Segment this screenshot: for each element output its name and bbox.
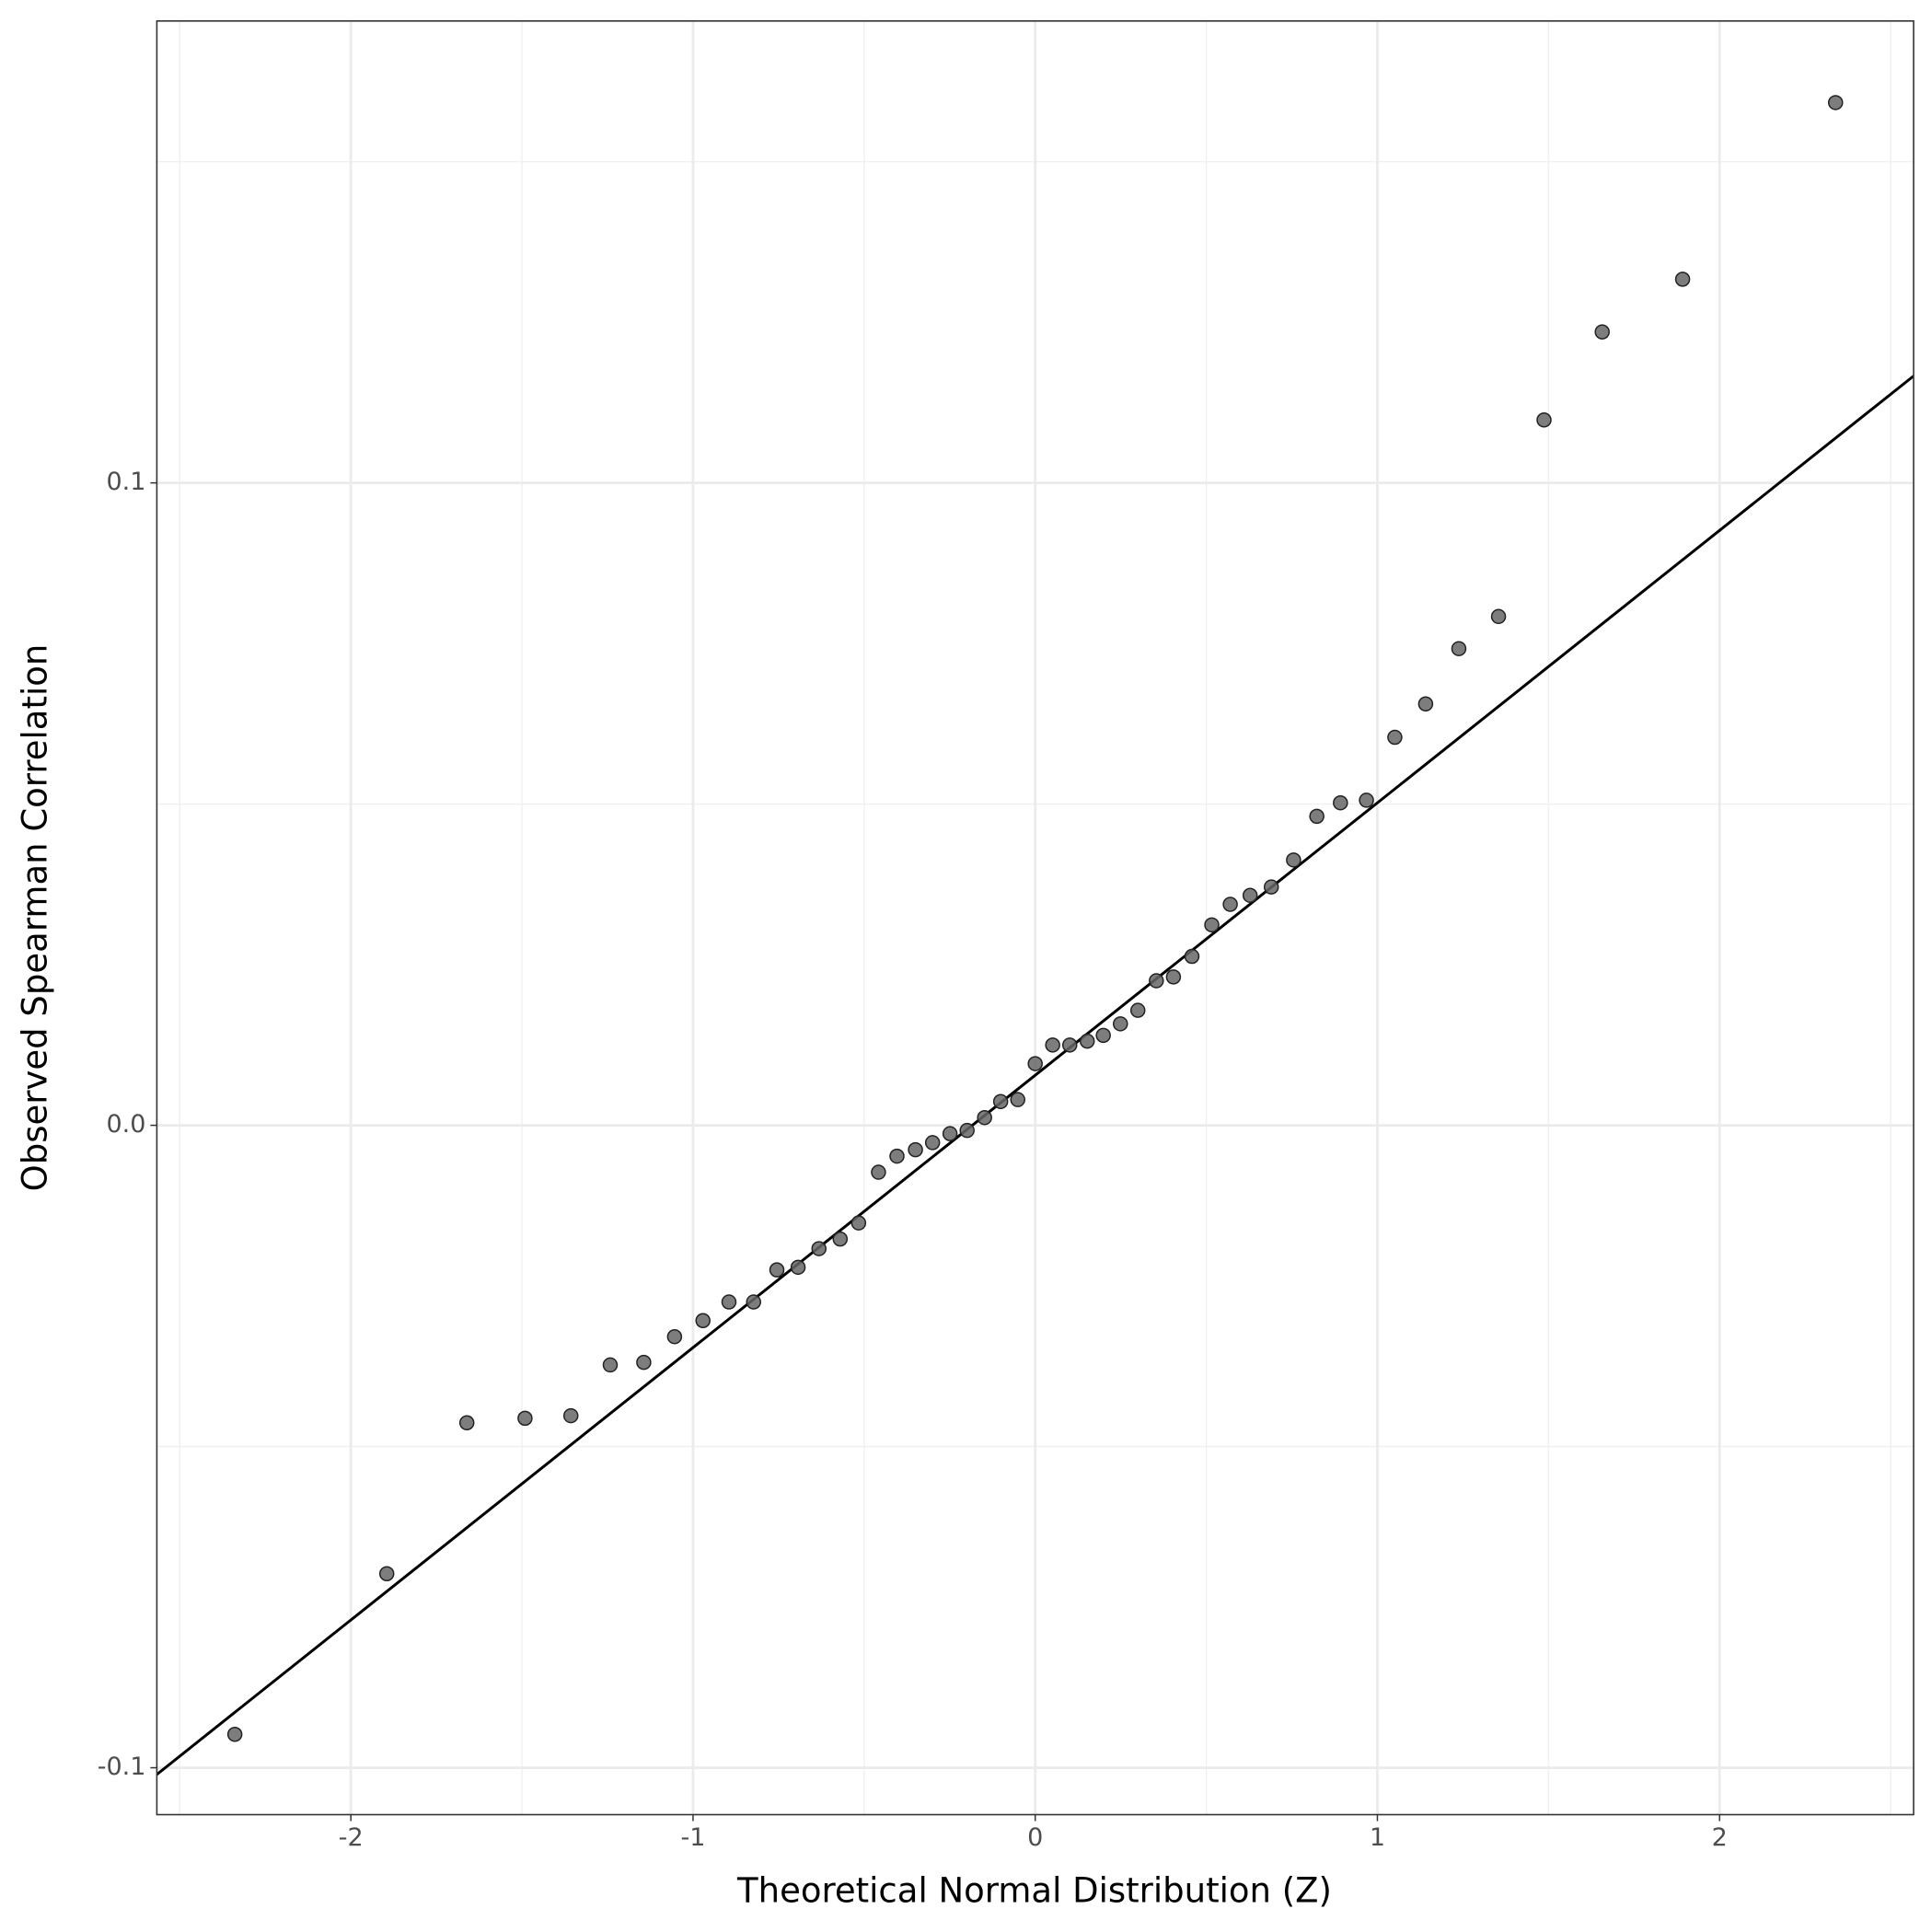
- point: [1149, 973, 1164, 989]
- point: [924, 1135, 941, 1151]
- point: [1027, 1056, 1043, 1071]
- point: [1417, 696, 1434, 711]
- x-tick-label: -1: [680, 1823, 705, 1852]
- point: [746, 1294, 761, 1310]
- point: [811, 1241, 827, 1256]
- x-tick-label: -2: [339, 1823, 364, 1852]
- point: [1113, 1016, 1128, 1032]
- point: [1594, 324, 1610, 340]
- y-tick-label: 0.1: [106, 468, 145, 496]
- x-axis-title: Theoretical Normal Distribution (Z): [736, 1871, 1332, 1911]
- point: [1263, 879, 1279, 895]
- point: [769, 1262, 785, 1278]
- point: [1333, 794, 1348, 811]
- point: [1204, 917, 1220, 933]
- point: [1536, 411, 1552, 428]
- point: [1451, 641, 1467, 656]
- point: [1061, 1037, 1078, 1053]
- point: [790, 1259, 806, 1276]
- point: [832, 1231, 849, 1247]
- point: [1490, 608, 1507, 625]
- point: [889, 1148, 905, 1164]
- point: [1010, 1092, 1025, 1107]
- point: [1309, 808, 1325, 825]
- point: [959, 1122, 975, 1139]
- plot-border: [156, 19, 1915, 1816]
- point: [1165, 969, 1182, 985]
- point: [871, 1164, 886, 1180]
- x-tick-label: 2: [1712, 1823, 1728, 1852]
- point: [1242, 887, 1258, 903]
- point: [850, 1215, 867, 1231]
- y-tick-label: -0.1: [98, 1753, 146, 1781]
- point: [636, 1354, 652, 1371]
- point: [1184, 948, 1200, 965]
- point: [1129, 1002, 1146, 1018]
- point: [977, 1109, 992, 1126]
- point: [1359, 792, 1374, 808]
- point: [1222, 897, 1238, 912]
- point: [458, 1415, 475, 1430]
- point: [721, 1294, 737, 1310]
- point: [1286, 852, 1301, 868]
- point: [666, 1328, 683, 1345]
- y-axis-title: Observed Spearman Correlation: [16, 644, 55, 1192]
- x-tick-label: 1: [1370, 1823, 1385, 1852]
- point: [562, 1407, 579, 1424]
- y-tick-label: 0.0: [106, 1110, 145, 1139]
- point: [226, 1727, 243, 1742]
- point: [1387, 729, 1403, 746]
- point: [1827, 95, 1844, 110]
- x-tick-label: 0: [1027, 1823, 1043, 1852]
- point: [1674, 272, 1691, 287]
- point: [1079, 1033, 1095, 1049]
- point: [695, 1313, 711, 1329]
- point: [1095, 1027, 1111, 1044]
- point: [1045, 1037, 1060, 1053]
- reference-line: [156, 375, 1914, 1776]
- point: [517, 1410, 533, 1427]
- point: [992, 1093, 1009, 1110]
- point: [378, 1566, 395, 1582]
- point: [942, 1126, 958, 1141]
- point: [908, 1141, 923, 1158]
- point: [602, 1357, 619, 1373]
